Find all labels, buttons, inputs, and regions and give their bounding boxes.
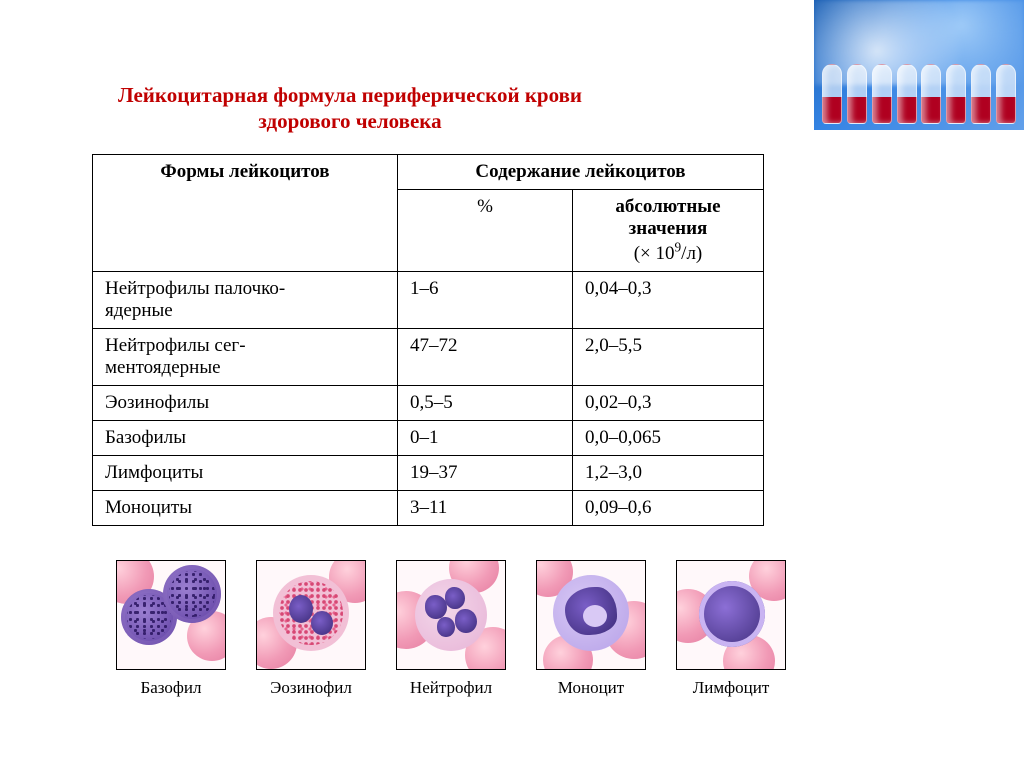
table-row: Эозинофилы 0,5–5 0,02–0,3 [93, 386, 764, 421]
cell-pct: 0,5–5 [398, 386, 573, 421]
cell-pct: 3–11 [398, 491, 573, 526]
subheader-absolute: абсолютные значения (× 109/л) [573, 190, 764, 272]
cell-name: Моноциты [93, 491, 398, 526]
cell-label: Моноцит [558, 678, 624, 698]
cell-box-lymphocyte: Лимфоцит [676, 560, 786, 698]
cell-pct: 47–72 [398, 329, 573, 386]
cell-name: Нейтрофилы палочко-ядерные [93, 272, 398, 329]
header-forms: Формы лейкоцитов [93, 155, 398, 272]
title-line-2: здорового человека [258, 109, 441, 133]
cell-abs: 1,2–3,0 [573, 456, 764, 491]
cell-image-neutrophil [396, 560, 506, 670]
cell-abs: 2,0–5,5 [573, 329, 764, 386]
leukocyte-table-wrap: Формы лейкоцитов Содержание лейкоцитов %… [92, 154, 764, 526]
cell-abs: 0,0–0,065 [573, 421, 764, 456]
table-row: Базофилы 0–1 0,0–0,065 [93, 421, 764, 456]
cell-image-lymphocyte [676, 560, 786, 670]
cell-image-eosinophil [256, 560, 366, 670]
cell-name: Эозинофилы [93, 386, 398, 421]
cell-image-monocyte [536, 560, 646, 670]
cell-image-basophil [116, 560, 226, 670]
cell-pct: 19–37 [398, 456, 573, 491]
cell-box-eosinophil: Эозинофил [256, 560, 366, 698]
title-line-1: Лейкоцитарная формула периферической кро… [118, 83, 582, 107]
cell-box-neutrophil: Нейтрофил [396, 560, 506, 698]
cell-pct: 0–1 [398, 421, 573, 456]
cell-images-row: Базофил Эозинофил [116, 560, 786, 698]
cell-label: Нейтрофил [410, 678, 492, 698]
cell-abs: 0,04–0,3 [573, 272, 764, 329]
header-content: Содержание лейкоцитов [398, 155, 764, 190]
cell-label: Эозинофил [270, 678, 352, 698]
cell-box-basophil: Базофил [116, 560, 226, 698]
cell-pct: 1–6 [398, 272, 573, 329]
cell-name: Нейтрофилы сег-ментоядерные [93, 329, 398, 386]
leukocyte-table: Формы лейкоцитов Содержание лейкоцитов %… [92, 154, 764, 526]
cell-abs: 0,09–0,6 [573, 491, 764, 526]
subheader-percent: % [398, 190, 573, 272]
cell-label: Лимфоцит [693, 678, 770, 698]
cell-label: Базофил [140, 678, 201, 698]
slide: Лейкоцитарная формула периферической кро… [0, 0, 1024, 768]
cell-name: Лимфоциты [93, 456, 398, 491]
cell-box-monocyte: Моноцит [536, 560, 646, 698]
table-header-row: Формы лейкоцитов Содержание лейкоцитов [93, 155, 764, 190]
cell-abs: 0,02–0,3 [573, 386, 764, 421]
table-row: Нейтрофилы сег-ментоядерные 47–72 2,0–5,… [93, 329, 764, 386]
table-row: Лимфоциты 19–37 1,2–3,0 [93, 456, 764, 491]
slide-title: Лейкоцитарная формула периферической кро… [90, 82, 610, 135]
cell-name: Базофилы [93, 421, 398, 456]
table-row: Нейтрофилы палочко-ядерные 1–6 0,04–0,3 [93, 272, 764, 329]
vial-row [822, 64, 1016, 124]
table-row: Моноциты 3–11 0,09–0,6 [93, 491, 764, 526]
decorative-photo-vials [814, 0, 1024, 130]
